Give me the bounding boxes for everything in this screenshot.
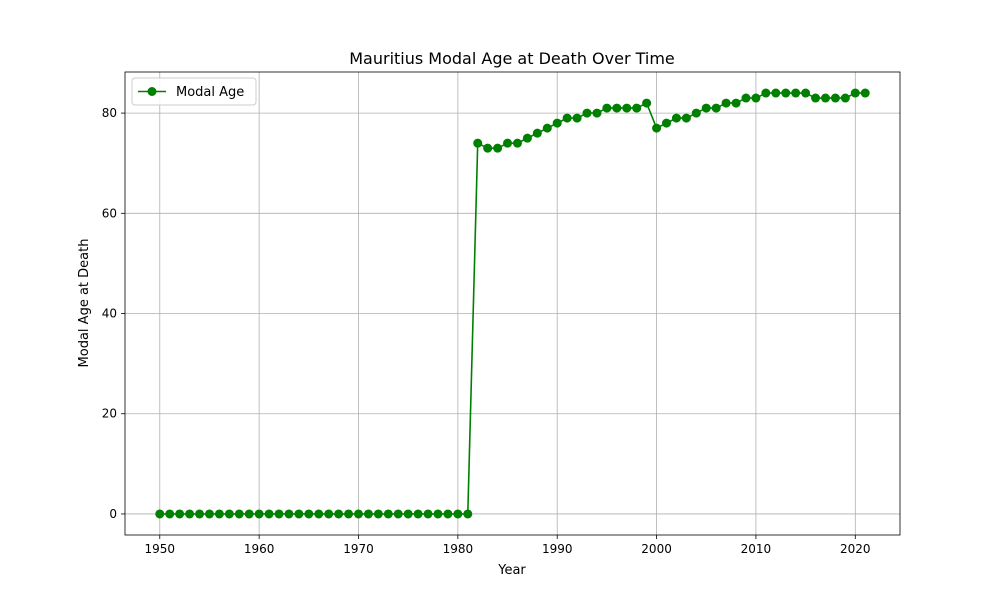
data-point xyxy=(433,509,443,519)
data-point xyxy=(165,509,175,519)
data-point xyxy=(344,509,354,519)
data-point xyxy=(185,509,195,519)
data-point xyxy=(562,113,572,123)
data-point xyxy=(503,138,513,148)
data-point xyxy=(801,88,811,98)
data-point xyxy=(204,509,214,519)
data-point xyxy=(811,93,821,103)
data-point xyxy=(701,103,711,113)
data-point xyxy=(463,509,473,519)
data-point xyxy=(334,509,344,519)
data-point xyxy=(542,123,552,133)
data-point xyxy=(483,143,493,153)
y-tick-label: 40 xyxy=(102,307,117,321)
y-tick-label: 80 xyxy=(102,106,117,120)
data-point xyxy=(304,509,314,519)
data-point xyxy=(493,143,503,153)
y-tick-label: 20 xyxy=(102,407,117,421)
data-point xyxy=(592,108,602,118)
legend-marker xyxy=(147,87,157,96)
data-point xyxy=(662,118,672,128)
data-point xyxy=(195,509,205,519)
legend-label: Modal Age xyxy=(176,85,244,100)
data-point xyxy=(552,118,562,128)
data-point xyxy=(721,98,731,108)
data-point xyxy=(353,509,363,519)
data-point xyxy=(681,113,691,123)
data-point xyxy=(622,103,632,113)
data-point xyxy=(602,103,612,113)
grid xyxy=(125,72,900,535)
data-point xyxy=(393,509,403,519)
data-point xyxy=(224,509,234,519)
data-point xyxy=(453,509,463,519)
chart-title: Mauritius Modal Age at Death Over Time xyxy=(349,49,675,68)
data-point xyxy=(820,93,830,103)
data-point xyxy=(363,509,373,519)
data-point xyxy=(383,509,393,519)
data-point xyxy=(860,88,870,98)
data-point xyxy=(840,93,850,103)
data-point xyxy=(572,113,582,123)
y-tick-label: 60 xyxy=(102,206,117,220)
data-point xyxy=(284,509,294,519)
data-point xyxy=(741,93,751,103)
data-point xyxy=(294,509,304,519)
data-point xyxy=(314,509,324,519)
data-point xyxy=(234,509,244,519)
series-line xyxy=(159,92,866,515)
plot-frame xyxy=(124,71,901,536)
data-point xyxy=(473,138,483,148)
legend: Modal Age xyxy=(131,77,257,106)
data-point xyxy=(443,509,453,519)
data-point xyxy=(751,93,761,103)
x-tick-label: 1990 xyxy=(542,542,573,556)
data-point xyxy=(632,103,642,113)
data-point xyxy=(264,509,274,519)
data-point xyxy=(423,509,433,519)
data-point xyxy=(671,113,681,123)
data-point xyxy=(652,123,662,133)
x-tick-label: 1960 xyxy=(244,542,275,556)
data-point xyxy=(711,103,721,113)
data-point xyxy=(373,509,383,519)
data-point xyxy=(731,98,741,108)
data-point xyxy=(791,88,801,98)
data-point xyxy=(532,128,542,138)
x-tick-label: 2010 xyxy=(741,542,772,556)
data-point xyxy=(274,509,284,519)
x-axis-label: Year xyxy=(497,563,526,578)
data-point xyxy=(244,509,254,519)
series-layer xyxy=(155,88,870,519)
data-point xyxy=(155,509,165,519)
data-point xyxy=(830,93,840,103)
data-point xyxy=(781,88,791,98)
data-point xyxy=(612,103,622,113)
data-point xyxy=(512,138,522,148)
x-tick-label: 1950 xyxy=(145,542,176,556)
data-point xyxy=(413,509,423,519)
data-point xyxy=(691,108,701,118)
x-tick-label: 1970 xyxy=(343,542,374,556)
data-point xyxy=(761,88,771,98)
y-tick-label: 0 xyxy=(109,507,117,521)
y-axis-label: Modal Age at Death xyxy=(77,239,92,368)
data-point xyxy=(582,108,592,118)
data-point xyxy=(214,509,224,519)
x-tick-label: 1980 xyxy=(443,542,474,556)
data-point xyxy=(254,509,264,519)
x-tick-label: 2000 xyxy=(641,542,672,556)
data-point xyxy=(175,509,185,519)
data-point xyxy=(850,88,860,98)
data-point xyxy=(403,509,413,519)
legend-box xyxy=(131,77,257,106)
x-tick-label: 2020 xyxy=(840,542,871,556)
data-point xyxy=(522,133,532,143)
ticks: 1950 1960 1970 1980 1990 2000 2010 2020 0 20 40 60 8… xyxy=(102,106,871,556)
data-point xyxy=(771,88,781,98)
data-point xyxy=(324,509,334,519)
data-point xyxy=(642,98,652,108)
